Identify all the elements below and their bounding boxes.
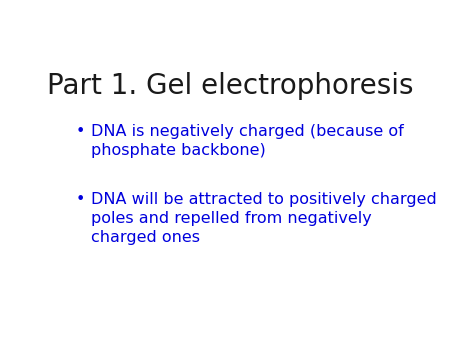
Text: Part 1. Gel electrophoresis: Part 1. Gel electrophoresis [47, 72, 414, 100]
Text: DNA is negatively charged (because of
phosphate backbone): DNA is negatively charged (because of ph… [91, 124, 404, 158]
Text: •: • [76, 192, 85, 207]
Text: DNA will be attracted to positively charged
poles and repelled from negatively
c: DNA will be attracted to positively char… [91, 192, 437, 245]
Text: •: • [76, 124, 85, 139]
